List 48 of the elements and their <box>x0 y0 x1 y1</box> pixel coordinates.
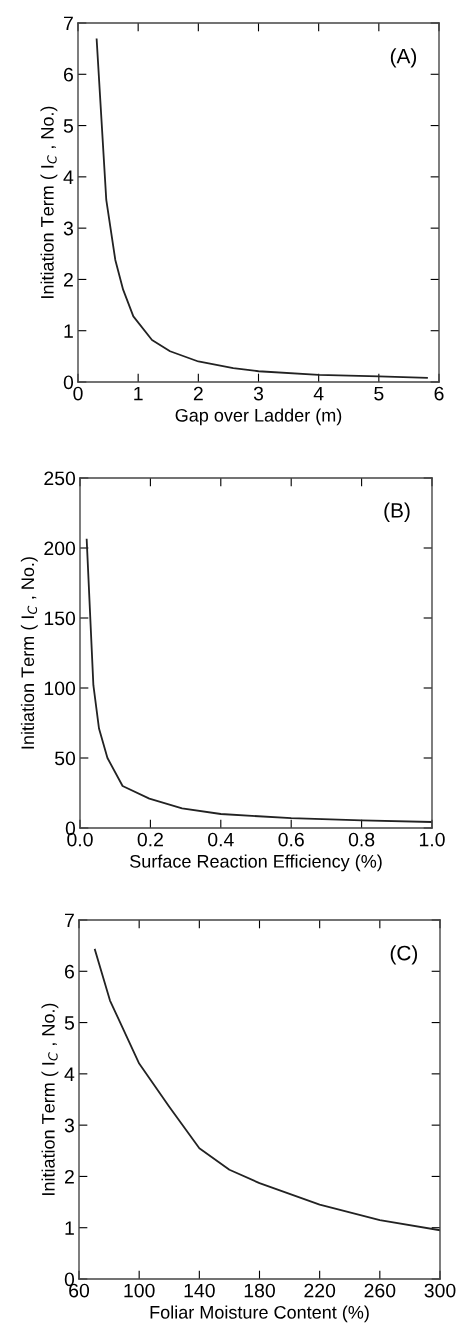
x-tick-label: 0.4 <box>208 832 234 847</box>
y-axis-title: Initiation Term ( I$_{C}$ , No.) <box>20 557 38 749</box>
y-tick-label: 5 <box>63 119 74 133</box>
x-axis-title: Surface Reaction Efficiency (%) <box>130 854 382 872</box>
y-tick-label: 3 <box>63 221 73 236</box>
y-tick-label: 150 <box>44 611 76 626</box>
x-tick-label: 220 <box>304 1283 336 1298</box>
y-tick-label: 6 <box>65 964 74 979</box>
y-tick-label: 1 <box>64 324 73 338</box>
y-tick-label: 250 <box>44 471 76 486</box>
y-tick-label: 3 <box>64 1118 74 1133</box>
y-tick-label: 0 <box>63 375 74 390</box>
x-tick-label: 0.2 <box>137 832 163 847</box>
y-tick-label: 7 <box>64 16 73 31</box>
y-tick-label: 4 <box>63 170 74 184</box>
x-tick-label: 300 <box>424 1283 456 1298</box>
x-tick-label: 5 <box>374 386 384 401</box>
y-tick-label: 200 <box>44 541 76 556</box>
y-tick-label: 2 <box>64 272 73 287</box>
x-tick-label: 260 <box>364 1283 396 1298</box>
x-tick-label: 0.8 <box>348 832 375 847</box>
x-tick-label: 100 <box>124 1283 155 1298</box>
line-series <box>95 38 428 379</box>
x-tick-label: 180 <box>244 1283 275 1298</box>
annotation: (C) <box>390 945 418 965</box>
x-tick-label: 0.6 <box>278 832 304 847</box>
annotation: (A) <box>390 48 417 68</box>
y-tick-label: 1 <box>65 1221 74 1235</box>
x-tick-label: 2 <box>193 386 203 401</box>
annotation: (B) <box>384 502 410 522</box>
x-axis-title: Foliar Moisture Content (%) <box>150 1305 369 1323</box>
y-tick-label: 4 <box>64 1067 75 1081</box>
y-tick-label: 100 <box>44 681 76 696</box>
x-axis-title: Gap over Ladder (m) <box>175 408 342 426</box>
y-tick-label: 50 <box>54 751 76 766</box>
x-tick-label: 3 <box>253 386 264 401</box>
x-tick-label: 140 <box>184 1283 215 1298</box>
line-series <box>85 538 432 823</box>
y-tick-label: 2 <box>65 1169 74 1184</box>
x-tick-label: 1 <box>134 386 143 401</box>
y-tick-label: 7 <box>65 913 74 928</box>
x-tick-label: 1.0 <box>419 832 445 847</box>
x-tick-label: 6 <box>434 386 444 401</box>
y-axis-title: Initiation Term ( I$_{C}$ , No.) <box>40 106 58 298</box>
y-tick-label: 6 <box>64 67 73 82</box>
y-tick-label: 5 <box>64 1016 75 1030</box>
y-axis-title: Initiation Term ( I$_{C}$ , No.) <box>41 1003 59 1195</box>
x-tick-label: 4 <box>313 386 324 401</box>
